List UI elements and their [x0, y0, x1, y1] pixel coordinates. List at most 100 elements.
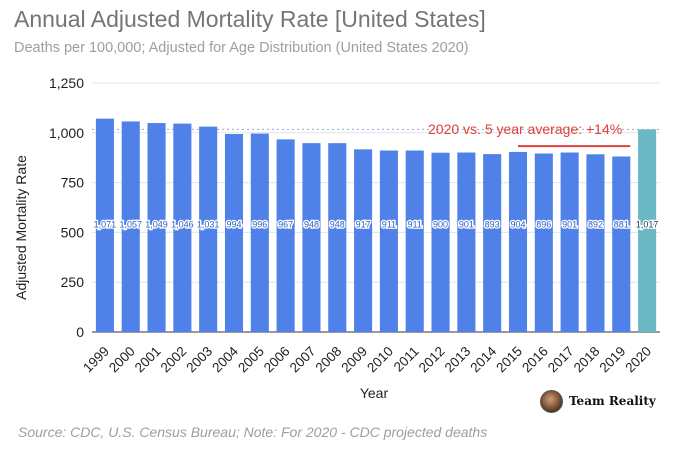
data-label: 1,017 — [636, 219, 659, 229]
brand: Team Reality — [540, 389, 656, 413]
y-tick-label: 500 — [61, 224, 85, 240]
data-label: 900 — [433, 219, 448, 229]
x-tick-label: 2020 — [622, 344, 654, 376]
annotation-text: 2020 vs. 5 year average: +14% — [428, 121, 622, 137]
x-tick-label: 2019 — [597, 344, 629, 376]
data-label: 1,057 — [119, 219, 142, 229]
data-label: 881 — [614, 219, 629, 229]
data-label-halo: 1,057 — [119, 219, 142, 229]
data-label: 1,031 — [197, 219, 220, 229]
data-label-halo: 1,031 — [197, 219, 220, 229]
data-label-halo: 904 — [510, 219, 525, 229]
chart-subtitle: Deaths per 100,000; Adjusted for Age Dis… — [14, 40, 469, 56]
bar — [560, 152, 579, 332]
data-label: 901 — [459, 219, 474, 229]
data-label: 994 — [226, 219, 241, 229]
bar — [302, 143, 321, 332]
data-label: 967 — [278, 219, 293, 229]
x-tick-label: 2015 — [493, 344, 525, 376]
source-note: Source: CDC, U.S. Census Bureau; Note: F… — [18, 424, 488, 440]
data-label-halo: 917 — [356, 219, 371, 229]
data-label-halo: 892 — [588, 219, 603, 229]
bar — [431, 152, 450, 332]
data-label: 1,049 — [145, 219, 168, 229]
data-label-halo: 1,049 — [145, 219, 168, 229]
bar — [354, 149, 373, 332]
x-tick-label: 2013 — [442, 344, 474, 376]
x-tick-label: 2000 — [106, 344, 138, 376]
bar — [199, 126, 218, 332]
data-label: 1,046 — [171, 219, 194, 229]
y-axis-title: Adjusted Mortality Rate — [13, 155, 29, 300]
data-label-halo: 994 — [226, 219, 241, 229]
data-label: 893 — [485, 219, 500, 229]
bar — [173, 123, 192, 332]
x-tick-label: 2007 — [287, 344, 319, 376]
bar — [534, 153, 553, 332]
data-label: 948 — [330, 219, 345, 229]
y-tick-label: 0 — [76, 324, 84, 340]
data-label-halo: 948 — [304, 219, 319, 229]
x-tick-label: 2018 — [571, 344, 603, 376]
data-label-halo: 896 — [536, 219, 551, 229]
y-tick-label: 750 — [61, 175, 85, 191]
x-tick-label: 2010 — [364, 344, 396, 376]
x-tick-label: 1999 — [80, 344, 112, 376]
bar — [638, 129, 657, 332]
data-label: 996 — [252, 219, 267, 229]
data-label-halo: 901 — [459, 219, 474, 229]
x-tick-label: 2002 — [158, 344, 190, 376]
data-label: 892 — [588, 219, 603, 229]
x-tick-label: 2008 — [313, 344, 345, 376]
data-label-halo: 893 — [485, 219, 500, 229]
data-label-halo: 911 — [407, 219, 422, 229]
bar — [508, 151, 528, 332]
x-tick-label: 2003 — [183, 344, 215, 376]
data-label: 1,071 — [94, 219, 117, 229]
bar — [250, 133, 269, 332]
x-tick-label: 2009 — [338, 344, 370, 376]
data-label: 904 — [510, 219, 525, 229]
data-label: 896 — [536, 219, 551, 229]
chart-title: Annual Adjusted Mortality Rate [United S… — [14, 6, 486, 32]
bar — [612, 156, 631, 332]
x-tick-label: 2006 — [261, 344, 293, 376]
bar — [224, 133, 244, 332]
y-tick-label: 1,250 — [49, 75, 84, 91]
data-label: 911 — [382, 219, 396, 229]
bar — [379, 150, 398, 332]
brand-name: Team Reality — [569, 394, 656, 408]
data-label-halo: 900 — [433, 219, 448, 229]
data-label-halo: 881 — [614, 219, 629, 229]
x-tick-label: 2016 — [519, 344, 551, 376]
bar — [483, 154, 502, 332]
bar — [405, 150, 424, 332]
bar — [95, 118, 114, 332]
bar — [121, 121, 140, 332]
x-tick-label: 2014 — [467, 343, 499, 375]
data-label-halo: 996 — [252, 219, 267, 229]
data-label: 911 — [408, 219, 422, 229]
data-label-halo: 901 — [562, 219, 577, 229]
data-label: 917 — [356, 219, 371, 229]
x-tick-label: 2004 — [209, 343, 241, 375]
data-label: 901 — [562, 219, 577, 229]
x-axis-title: Year — [360, 385, 389, 401]
data-label-halo: 1,046 — [171, 219, 194, 229]
y-tick-label: 250 — [61, 274, 85, 290]
data-label-halo: 967 — [278, 219, 293, 229]
bar — [457, 152, 476, 332]
avatar-icon — [540, 389, 563, 413]
x-tick-label: 2017 — [545, 344, 577, 376]
y-tick-label: 1,000 — [49, 125, 84, 141]
bar — [586, 154, 605, 332]
data-label-halo: 948 — [330, 219, 345, 229]
x-tick-label: 2005 — [235, 344, 267, 376]
data-label-halo: 1,071 — [94, 219, 117, 229]
x-tick-label: 2001 — [132, 344, 164, 376]
data-label: 948 — [304, 219, 319, 229]
data-label-halo: 911 — [382, 219, 397, 229]
x-tick-label: 2011 — [391, 344, 422, 375]
data-label-halo: 1,017 — [636, 219, 659, 229]
